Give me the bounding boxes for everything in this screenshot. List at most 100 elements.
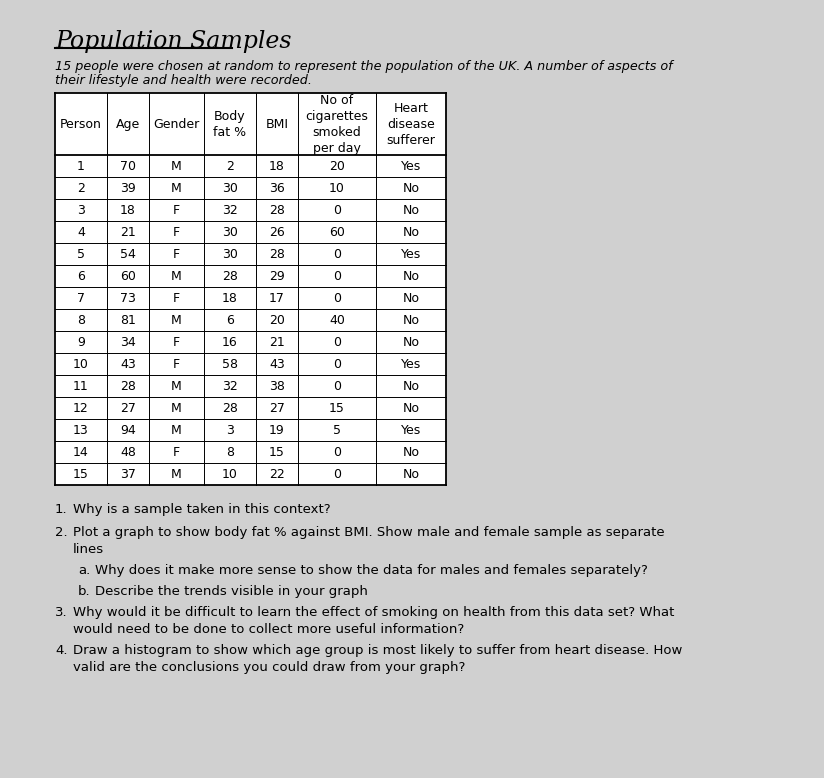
- Text: 0: 0: [333, 204, 341, 216]
- Text: 0: 0: [333, 358, 341, 370]
- Text: No: No: [402, 380, 419, 392]
- Text: 12: 12: [73, 401, 89, 415]
- Text: 30: 30: [222, 226, 238, 239]
- Text: 32: 32: [222, 204, 238, 216]
- Text: 70: 70: [120, 159, 136, 173]
- Text: Draw a histogram to show which age group is most likely to suffer from heart dis: Draw a histogram to show which age group…: [73, 644, 682, 674]
- Text: 8: 8: [77, 314, 85, 327]
- Text: 39: 39: [120, 181, 136, 194]
- Text: 11: 11: [73, 380, 89, 392]
- Text: No: No: [402, 292, 419, 304]
- Bar: [55, 93, 446, 485]
- Text: 94: 94: [120, 423, 136, 436]
- Text: 5: 5: [77, 247, 85, 261]
- Text: 43: 43: [120, 358, 136, 370]
- Text: 9: 9: [77, 335, 85, 349]
- Text: 43: 43: [269, 358, 285, 370]
- Text: M: M: [171, 380, 182, 392]
- Text: M: M: [171, 314, 182, 327]
- Text: Plot a graph to show body fat % against BMI. Show male and female sample as sepa: Plot a graph to show body fat % against …: [73, 526, 665, 556]
- Text: 60: 60: [120, 269, 136, 282]
- Text: 27: 27: [269, 401, 285, 415]
- Text: 22: 22: [269, 468, 285, 481]
- Text: 40: 40: [329, 314, 345, 327]
- Text: 21: 21: [269, 335, 285, 349]
- Text: BMI: BMI: [265, 117, 288, 131]
- Text: 2: 2: [77, 181, 85, 194]
- Text: 5: 5: [333, 423, 341, 436]
- Text: 28: 28: [222, 269, 238, 282]
- Text: 6: 6: [77, 269, 85, 282]
- Text: 3.: 3.: [55, 606, 68, 619]
- Text: Gender: Gender: [153, 117, 199, 131]
- Text: No: No: [402, 335, 419, 349]
- Text: 1: 1: [77, 159, 85, 173]
- Text: 38: 38: [269, 380, 285, 392]
- Text: 0: 0: [333, 269, 341, 282]
- Text: No: No: [402, 269, 419, 282]
- Text: 4.: 4.: [55, 644, 68, 657]
- Text: 28: 28: [269, 204, 285, 216]
- Text: Why is a sample taken in this context?: Why is a sample taken in this context?: [73, 503, 330, 516]
- Text: 73: 73: [120, 292, 136, 304]
- Text: 34: 34: [120, 335, 136, 349]
- Text: 0: 0: [333, 446, 341, 458]
- Text: 21: 21: [120, 226, 136, 239]
- Text: 2: 2: [226, 159, 234, 173]
- Text: 48: 48: [120, 446, 136, 458]
- Text: 28: 28: [269, 247, 285, 261]
- Text: 0: 0: [333, 335, 341, 349]
- Text: Age: Age: [116, 117, 140, 131]
- Text: M: M: [171, 159, 182, 173]
- Text: 30: 30: [222, 181, 238, 194]
- Text: their lifestyle and health were recorded.: their lifestyle and health were recorded…: [55, 74, 311, 87]
- Text: Why would it be difficult to learn the effect of smoking on health from this dat: Why would it be difficult to learn the e…: [73, 606, 674, 636]
- Text: 10: 10: [329, 181, 345, 194]
- Text: 28: 28: [222, 401, 238, 415]
- Text: 3: 3: [226, 423, 234, 436]
- Text: Yes: Yes: [400, 159, 421, 173]
- Text: 30: 30: [222, 247, 238, 261]
- Text: Yes: Yes: [400, 247, 421, 261]
- Text: 6: 6: [226, 314, 234, 327]
- Text: No: No: [402, 468, 419, 481]
- Text: Why does it make more sense to show the data for males and females separately?: Why does it make more sense to show the …: [95, 564, 648, 577]
- Text: F: F: [173, 247, 180, 261]
- Text: F: F: [173, 292, 180, 304]
- Text: 37: 37: [120, 468, 136, 481]
- Text: 28: 28: [120, 380, 136, 392]
- Text: 10: 10: [222, 468, 238, 481]
- Text: 54: 54: [120, 247, 136, 261]
- Text: 0: 0: [333, 380, 341, 392]
- Text: 20: 20: [269, 314, 285, 327]
- Text: M: M: [171, 181, 182, 194]
- Text: b.: b.: [78, 585, 91, 598]
- Text: 60: 60: [329, 226, 345, 239]
- Text: 0: 0: [333, 468, 341, 481]
- Text: 15 people were chosen at random to represent the population of the UK. A number : 15 people were chosen at random to repre…: [55, 60, 672, 73]
- Text: Population Samples: Population Samples: [55, 30, 292, 53]
- Text: No: No: [402, 181, 419, 194]
- Text: No of
cigarettes
smoked
per day: No of cigarettes smoked per day: [306, 93, 368, 155]
- Text: 19: 19: [269, 423, 285, 436]
- Text: 18: 18: [269, 159, 285, 173]
- Text: 3: 3: [77, 204, 85, 216]
- Text: Describe the trends visible in your graph: Describe the trends visible in your grap…: [95, 585, 368, 598]
- Text: F: F: [173, 226, 180, 239]
- Text: 20: 20: [329, 159, 345, 173]
- Text: 36: 36: [269, 181, 285, 194]
- Text: 17: 17: [269, 292, 285, 304]
- Text: 14: 14: [73, 446, 89, 458]
- Text: 10: 10: [73, 358, 89, 370]
- Text: F: F: [173, 204, 180, 216]
- Text: M: M: [171, 423, 182, 436]
- Text: 4: 4: [77, 226, 85, 239]
- Text: 29: 29: [269, 269, 285, 282]
- Text: M: M: [171, 401, 182, 415]
- Text: 1.: 1.: [55, 503, 68, 516]
- Text: Person: Person: [60, 117, 102, 131]
- Text: 7: 7: [77, 292, 85, 304]
- Text: 15: 15: [329, 401, 345, 415]
- Text: 26: 26: [269, 226, 285, 239]
- Text: M: M: [171, 269, 182, 282]
